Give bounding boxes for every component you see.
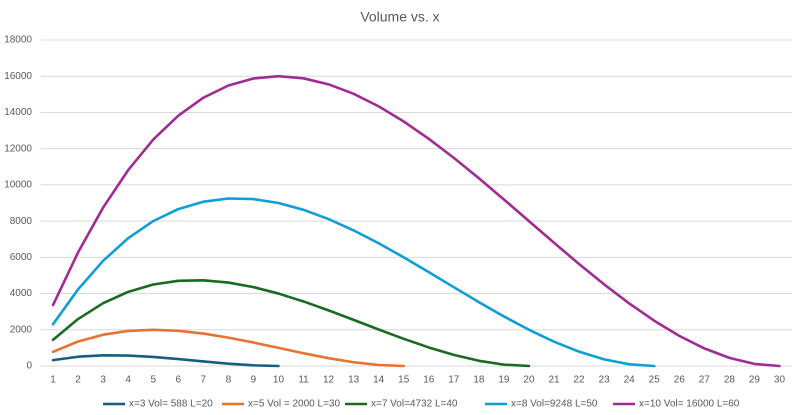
x-tick-label: 23 (599, 375, 611, 386)
y-tick-label: 16000 (4, 71, 32, 82)
series-line (51, 74, 781, 368)
series-line (51, 197, 656, 368)
legend-label: x=7 Vol=4732 L=40 (371, 399, 458, 410)
legend-label: x=8 Vol=9248 L=50 (511, 399, 598, 410)
x-tick-label: 7 (201, 375, 207, 386)
x-tick-label: 10 (273, 375, 285, 386)
x-tick-label: 30 (774, 375, 786, 386)
x-tick-label: 3 (100, 375, 106, 386)
x-tick-label: 6 (175, 375, 181, 386)
x-tick-label: 1 (50, 375, 56, 386)
x-tick-label: 18 (473, 375, 485, 386)
legend-label: x=5 Vol = 2000 L=30 (248, 399, 340, 410)
x-tick-label: 28 (724, 375, 736, 386)
x-tick-label: 19 (498, 375, 510, 386)
x-tick-label: 11 (298, 375, 309, 386)
y-tick-label: 12000 (4, 143, 32, 154)
x-tick-label: 29 (749, 375, 761, 386)
y-tick-label: 14000 (4, 107, 32, 118)
x-tick-label: 21 (548, 375, 560, 386)
x-tick-label: 4 (125, 375, 131, 386)
series-line (51, 279, 531, 368)
x-tick-label: 24 (624, 375, 636, 386)
x-tick-label: 16 (423, 375, 435, 386)
y-tick-label: 10000 (4, 180, 32, 191)
x-tick-label: 25 (649, 375, 661, 386)
legend-label: x=10 Vol= 16000 L=60 (639, 399, 740, 410)
x-tick-label: 2 (75, 375, 81, 386)
y-tick-label: 8000 (10, 216, 33, 227)
x-tick-label: 12 (323, 375, 335, 386)
legend-label: x=3 Vol= 588 L=20 (129, 399, 213, 410)
y-tick-label: 6000 (10, 252, 33, 263)
y-tick-label: 2000 (10, 324, 33, 335)
x-tick-label: 9 (251, 375, 257, 386)
y-tick-label: 4000 (10, 288, 33, 299)
x-tick-label: 27 (699, 375, 711, 386)
x-tick-label: 26 (674, 375, 686, 386)
x-tick-label: 20 (523, 375, 535, 386)
series-line (51, 328, 406, 368)
x-tick-label: 5 (150, 375, 156, 386)
y-tick-label: 0 (26, 361, 32, 372)
x-tick-label: 17 (448, 375, 460, 386)
chart-title: Volume vs. x (360, 9, 439, 25)
x-tick-label: 15 (398, 375, 410, 386)
y-tick-label: 18000 (4, 35, 32, 46)
x-tick-label: 14 (373, 375, 385, 386)
x-tick-label: 8 (226, 375, 232, 386)
x-tick-label: 13 (348, 375, 360, 386)
series-line (51, 354, 280, 368)
x-tick-label: 22 (574, 375, 586, 386)
